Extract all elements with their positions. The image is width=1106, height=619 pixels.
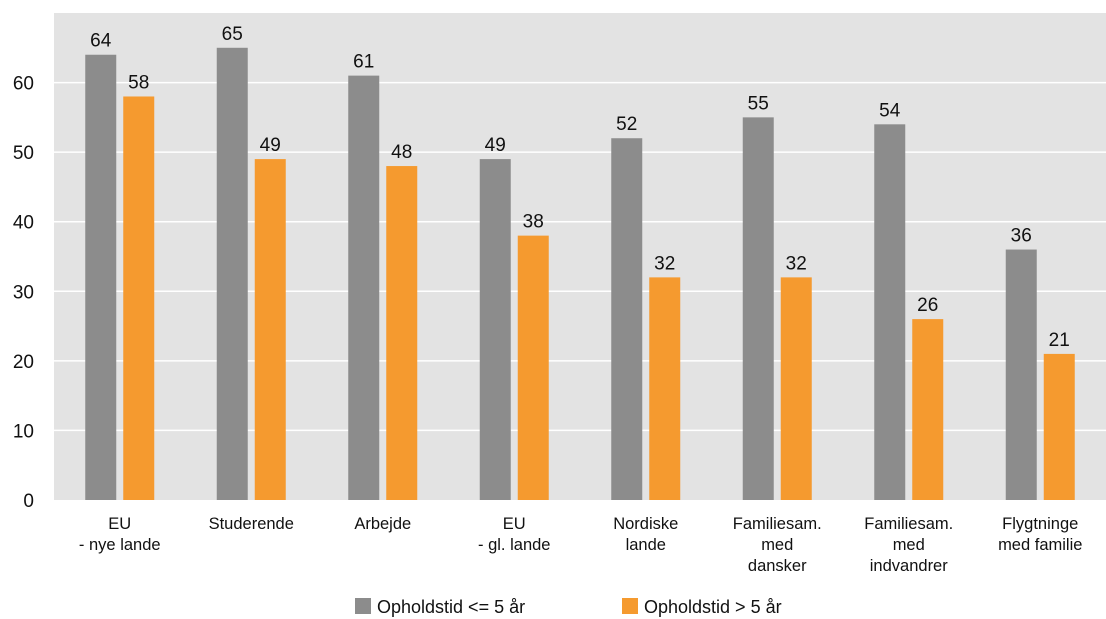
data-label: 32 — [654, 253, 675, 274]
bar — [254, 159, 286, 500]
bar — [1005, 249, 1037, 500]
x-tick-label: med — [893, 536, 925, 554]
x-tick-label: dansker — [748, 557, 807, 575]
bar — [517, 235, 549, 500]
bar — [216, 47, 248, 501]
data-label: 32 — [786, 253, 807, 274]
x-tick-label: - gl. lande — [478, 536, 550, 554]
x-axis-labels: EU - nye lande Studerende Arbejde EU - gl. la… — [79, 515, 1083, 575]
x-tick-label: indvandrer — [870, 557, 948, 575]
legend-swatch — [622, 598, 638, 614]
y-axis-ticks: 0 10 20 30 40 50 60 — [13, 74, 34, 512]
x-tick-label: Nordiske — [613, 515, 678, 533]
bar — [123, 96, 155, 500]
data-label: 52 — [616, 114, 637, 135]
bars — [85, 47, 1075, 501]
x-tick-label: Arbejde — [354, 515, 411, 533]
legend: Opholdstid <= 5 år Opholdstid > 5 år — [355, 597, 782, 617]
data-label: 49 — [485, 135, 506, 156]
x-tick-label: Flygtninge — [1002, 515, 1078, 533]
x-tick-label: Familiesam. — [864, 515, 953, 533]
y-tick-label: 60 — [13, 74, 34, 95]
legend-swatch — [355, 598, 371, 614]
legend-label: Opholdstid > 5 år — [644, 597, 782, 617]
bar — [611, 138, 643, 500]
legend-label: Opholdstid <= 5 år — [377, 597, 525, 617]
data-label: 61 — [353, 52, 374, 73]
x-tick-label: med familie — [998, 536, 1082, 554]
y-tick-label: 50 — [13, 143, 34, 164]
y-tick-label: 10 — [13, 421, 34, 442]
data-label: 65 — [222, 24, 243, 45]
data-label: 48 — [391, 142, 412, 163]
bar — [1043, 353, 1075, 500]
bar — [742, 117, 774, 500]
bar — [649, 277, 681, 500]
y-tick-label: 0 — [23, 491, 34, 512]
x-tick-label: - nye lande — [79, 536, 161, 554]
bar — [874, 124, 906, 501]
bar — [912, 319, 944, 500]
bar — [479, 159, 511, 500]
x-tick-label: EU — [108, 515, 131, 533]
y-tick-label: 30 — [13, 282, 34, 303]
data-label: 58 — [128, 72, 149, 93]
bar — [348, 75, 380, 500]
data-labels: 64 58 65 49 61 48 49 38 52 32 55 32 54 26 36 21 — [90, 24, 1070, 351]
x-tick-label: med — [761, 536, 793, 554]
x-tick-label: Studerende — [209, 515, 294, 533]
bar — [386, 166, 418, 501]
x-tick-label: EU — [503, 515, 526, 533]
bar — [780, 277, 812, 500]
data-label: 55 — [748, 93, 769, 114]
data-label: 64 — [90, 31, 112, 52]
plot-background — [54, 13, 1106, 500]
x-tick-label: Familiesam. — [733, 515, 822, 533]
data-label: 54 — [879, 100, 901, 121]
x-tick-label: lande — [626, 536, 666, 554]
data-label: 21 — [1049, 330, 1070, 351]
y-tick-label: 20 — [13, 352, 34, 373]
data-label: 49 — [260, 135, 281, 156]
data-label: 38 — [523, 212, 544, 233]
bar — [85, 54, 117, 500]
y-tick-label: 40 — [13, 213, 34, 234]
data-label: 36 — [1011, 226, 1032, 247]
data-label: 26 — [917, 295, 938, 316]
